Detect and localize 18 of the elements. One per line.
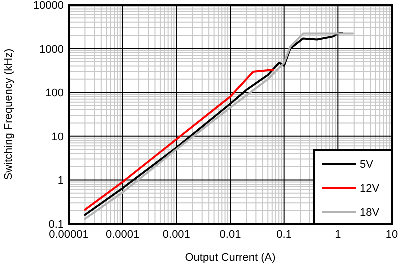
x-tick-label: 0.01: [220, 229, 242, 241]
x-tick-label: 0.00001: [49, 229, 89, 241]
y-tick-label: 1: [58, 175, 64, 188]
y-axis-title: Switching Frequency (kHz): [3, 48, 15, 180]
y-tick-label: 0.1: [48, 219, 64, 231]
legend-label: 5V: [360, 159, 374, 171]
x-tick-label: 0.0001: [106, 229, 140, 241]
y-tick-label: 10: [52, 131, 64, 144]
x-tick-label: 1: [335, 229, 342, 241]
legend-label: 18V: [360, 207, 380, 219]
y-tick-label: 10000: [33, 0, 64, 12]
x-tick-label: 0.1: [276, 229, 292, 241]
y-tick-label: 1000: [40, 44, 64, 56]
legend-label: 12V: [360, 183, 380, 195]
x-tick-label: 10: [386, 229, 398, 241]
x-tick-label: 0.001: [162, 229, 190, 241]
x-axis-title: Output Current (A): [185, 252, 276, 264]
y-tick-label: 100: [46, 88, 64, 100]
